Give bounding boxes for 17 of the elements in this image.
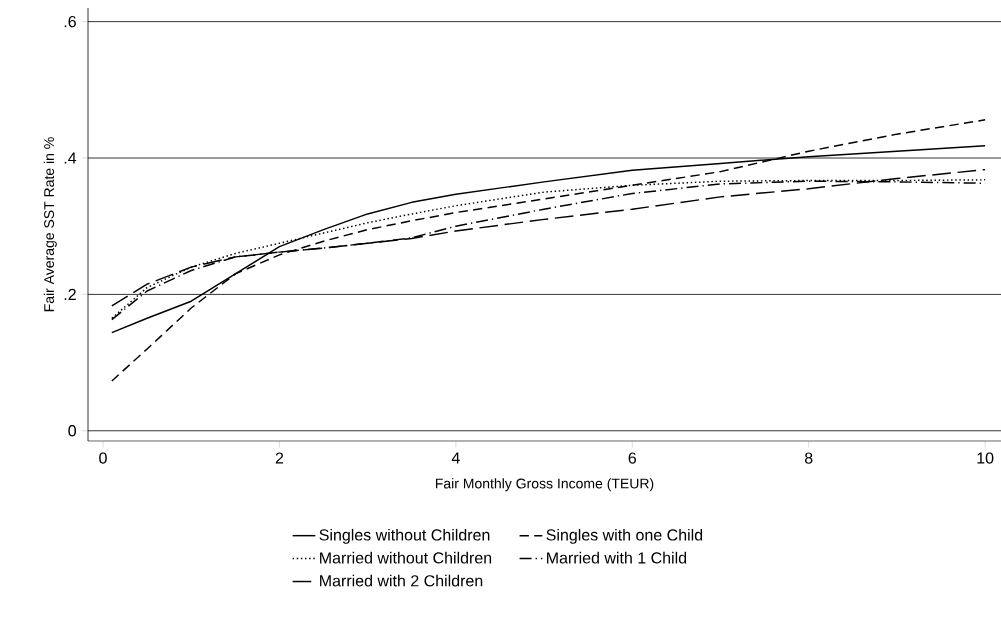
legend-label: Singles with one Child [546, 528, 703, 544]
legend-label: Married with 2 Children [320, 574, 483, 587]
x-tick-label: 2 [275, 452, 284, 464]
x-tick-label: 6 [628, 452, 637, 464]
y-tick-label: 0 [68, 425, 77, 437]
x-tick-label: 0 [99, 452, 107, 464]
x-axis-title: Fair Monthly Gross Income (TEUR) [435, 478, 654, 492]
x-tick-label: 4 [451, 452, 460, 464]
x-tick-label: 8 [804, 452, 813, 464]
legend-label: Married with 1 Child [547, 551, 687, 564]
legend-label: Married without Children [320, 551, 492, 564]
y-tick-label: .4 [64, 152, 77, 164]
y-tick-label: .6 [64, 15, 76, 28]
legend-label: Singles without Children [319, 528, 490, 544]
y-tick-label: .2 [64, 288, 76, 300]
x-tick-label: 10 [977, 452, 994, 464]
y-axis-title: Fair Average SST Rate in % [43, 137, 57, 312]
